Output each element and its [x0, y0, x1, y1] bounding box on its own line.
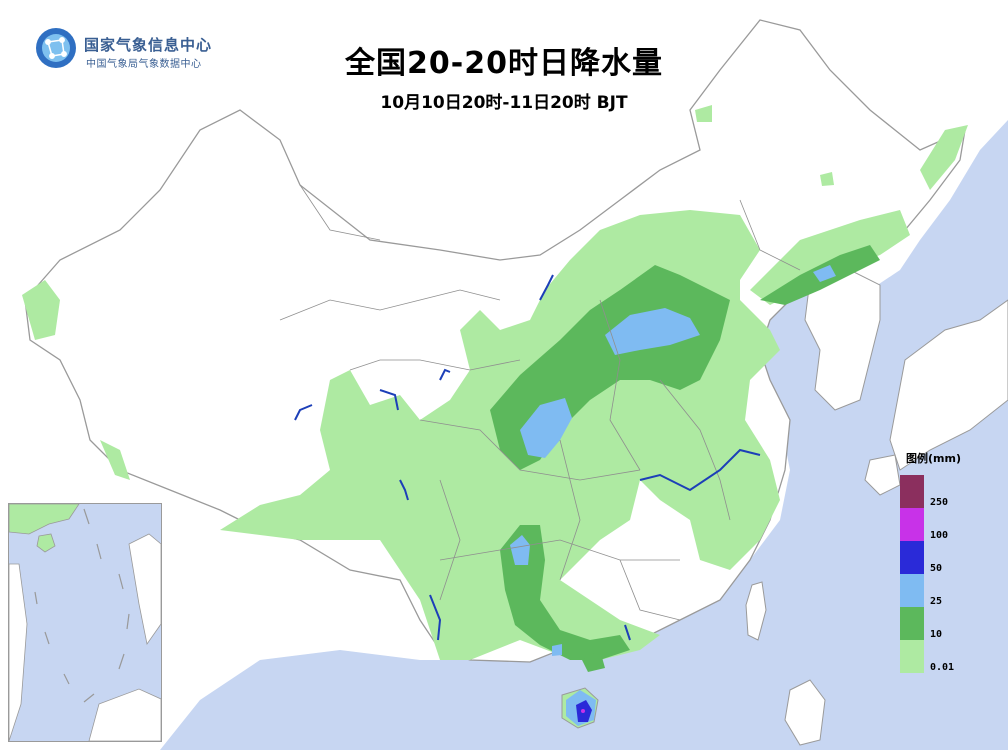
legend-label-250: 250: [930, 497, 949, 508]
inset-mainland: [9, 504, 80, 535]
legend-swatch-25: [900, 574, 924, 607]
philippines-land: [784, 679, 826, 746]
korea-land: [804, 269, 881, 411]
south-china-sea-inset: [8, 503, 162, 742]
inset-philippines: [128, 533, 161, 645]
legend-swatch-100: [900, 508, 924, 541]
taiwan-land: [745, 581, 767, 641]
inset-dash-line: [34, 508, 130, 703]
inset-borneo: [88, 688, 161, 741]
inset-vietnam: [9, 563, 28, 741]
rain-band-100mm: [581, 709, 585, 713]
legend: 图例(mm) 250 100 50 25 10 0.01: [898, 445, 978, 680]
sea-region: [160, 120, 1008, 750]
inset-hainan: [36, 533, 56, 553]
legend-label-50: 50: [930, 563, 943, 574]
legend-label-25: 25: [930, 596, 943, 607]
legend-label-10: 10: [930, 629, 943, 640]
legend-swatch-250: [900, 475, 924, 508]
map-title: 全国20-20时日降水量: [345, 46, 663, 81]
rivers: [294, 274, 761, 641]
legend-title: 图例(mm): [906, 452, 961, 465]
legend-label-100: 100: [930, 530, 949, 541]
logo-subname: 中国气象局气象数据中心: [86, 59, 202, 70]
province-borders: [279, 184, 801, 621]
logo-name: 国家气象信息中心: [84, 36, 213, 54]
legend-swatch-50: [900, 541, 924, 574]
cma-logo: 国家气象信息中心 中国气象局气象数据中心: [34, 26, 294, 76]
map-subtitle: 10月10日20时-11日20时 BJT: [380, 93, 628, 113]
legend-swatch-001: [900, 640, 924, 673]
legend-swatch-10: [900, 607, 924, 640]
legend-label-001: 0.01: [930, 662, 955, 673]
globe-network-icon: [36, 28, 76, 68]
kyushu-land: [864, 454, 901, 496]
inset-map: [9, 504, 161, 741]
